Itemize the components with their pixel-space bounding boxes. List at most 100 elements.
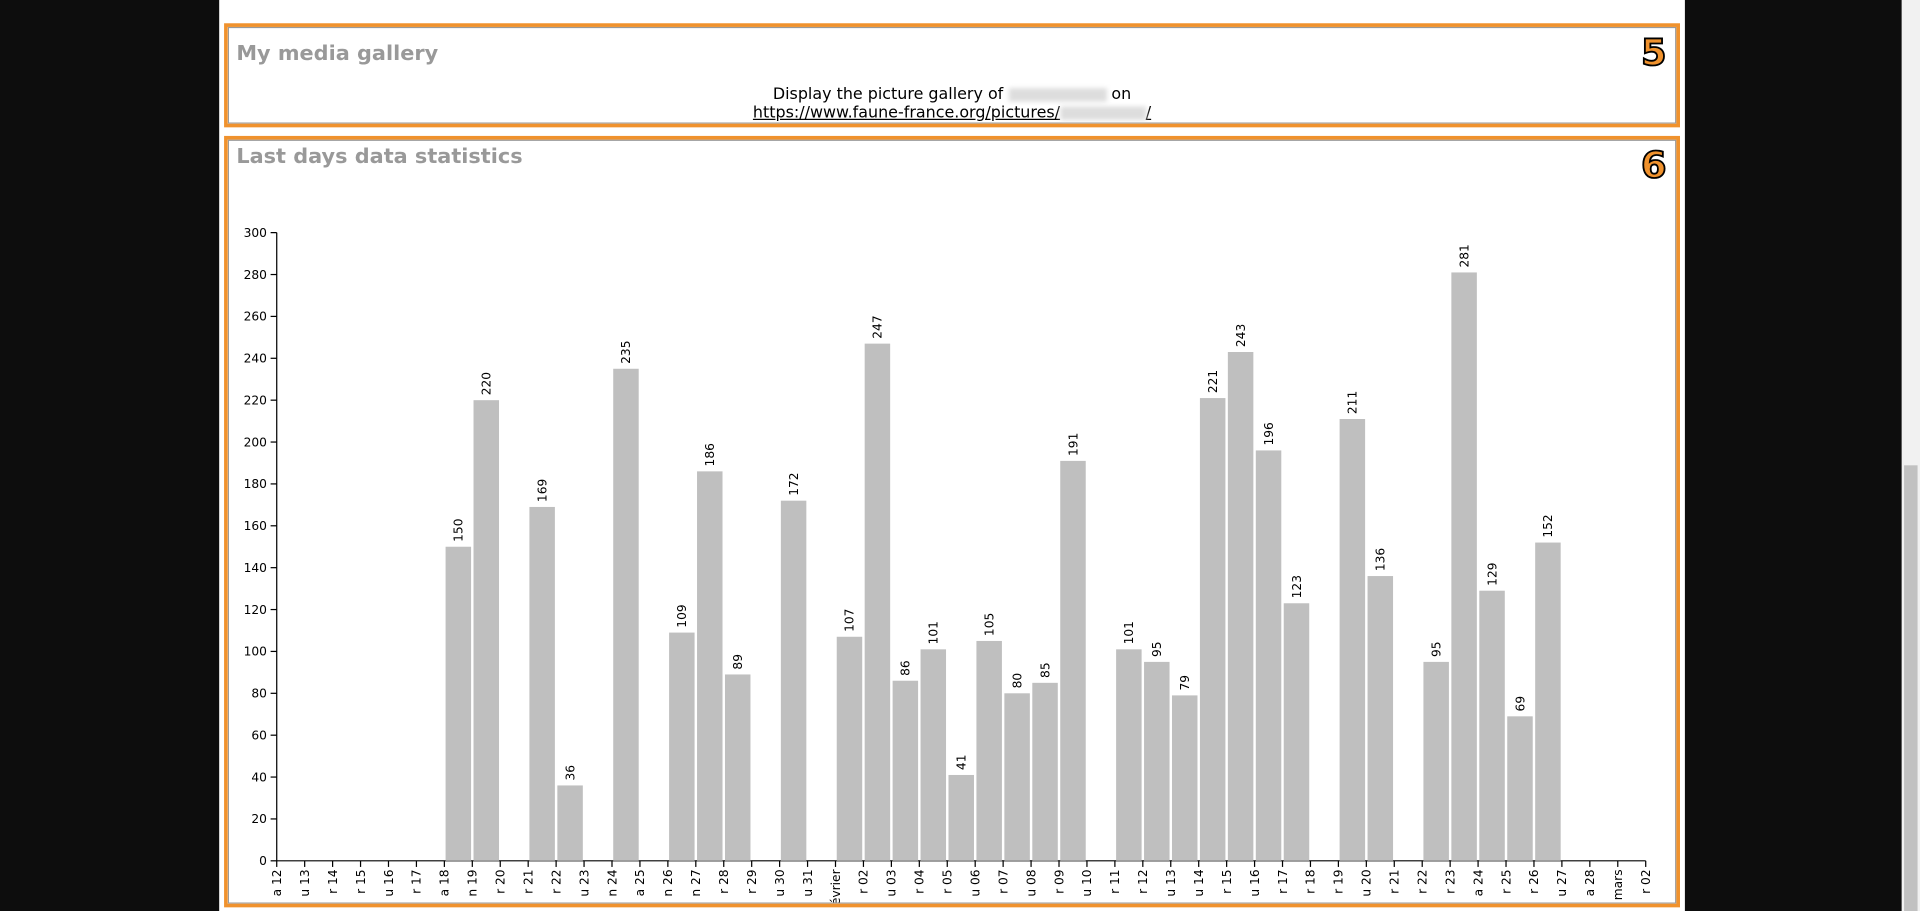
x-tick-label: u 13 xyxy=(1164,869,1178,896)
bar xyxy=(557,785,583,861)
value-label: 220 xyxy=(480,372,494,395)
x-tick-label: r 15 xyxy=(1220,869,1234,893)
gallery-link[interactable]: https://www.faune-france.org/pictures/ / xyxy=(753,104,1151,122)
x-tick-label: r 21 xyxy=(521,869,535,893)
bar xyxy=(1004,693,1030,861)
y-tick-label: 120 xyxy=(244,603,267,617)
value-label: 169 xyxy=(535,479,549,502)
bar xyxy=(1535,542,1561,861)
bar xyxy=(473,400,500,861)
x-tick-label: r 04 xyxy=(913,869,927,894)
bar xyxy=(1451,272,1477,861)
value-label: 105 xyxy=(982,613,996,636)
y-tick-label: 300 xyxy=(244,226,267,240)
x-tick-label: u 13 xyxy=(298,869,312,896)
x-tick-label: r 17 xyxy=(1276,869,1290,893)
bar xyxy=(697,471,723,861)
panel-badge: 5 xyxy=(1640,31,1667,76)
link-suffix[interactable]: / xyxy=(1145,104,1152,123)
x-tick-label: u 31 xyxy=(801,869,815,896)
x-tick-label: r 11 xyxy=(1108,869,1122,894)
value-label: 80 xyxy=(1010,673,1024,689)
value-label: 123 xyxy=(1290,575,1304,598)
x-tick-label: r 17 xyxy=(410,869,424,893)
x-tick-label: r 25 xyxy=(1499,869,1513,893)
bar xyxy=(1032,682,1058,861)
y-tick-label: 20 xyxy=(251,812,267,826)
x-tick-label: u 08 xyxy=(1024,869,1038,896)
gallery-text-before: Display the picture gallery of xyxy=(772,85,1004,105)
y-tick-label: 160 xyxy=(244,519,267,533)
bar xyxy=(1116,649,1142,861)
value-label: 281 xyxy=(1457,244,1471,267)
y-tick-label: 80 xyxy=(251,687,267,701)
bar xyxy=(445,546,472,861)
bar xyxy=(1423,661,1449,861)
value-label: 196 xyxy=(1262,422,1276,446)
y-tick-label: 180 xyxy=(244,477,267,491)
x-tick-label: r 14 xyxy=(326,869,340,894)
x-tick-label: r 15 xyxy=(354,869,368,893)
x-tick-label: u 16 xyxy=(1248,869,1262,896)
y-tick-label: 200 xyxy=(244,435,267,449)
bar xyxy=(1283,603,1310,861)
bar xyxy=(1367,576,1394,861)
x-tick-label: r 05 xyxy=(941,869,955,894)
value-label: 69 xyxy=(1513,696,1527,712)
bar xyxy=(864,343,891,861)
x-tick-label: r 29 xyxy=(745,869,759,894)
bar xyxy=(836,636,863,861)
y-tick-label: 240 xyxy=(244,352,267,366)
bar xyxy=(976,640,1002,861)
x-tick-label: r 21 xyxy=(1388,869,1402,894)
x-tick-label: u 30 xyxy=(773,869,787,896)
media-gallery-panel: My media gallery 5 Display the picture g… xyxy=(224,23,1681,128)
x-tick-label: r 12 xyxy=(1136,869,1150,893)
value-label: 95 xyxy=(1429,641,1443,657)
x-tick-label: n 27 xyxy=(689,869,703,896)
x-tick-label: r 02 xyxy=(1639,869,1653,893)
bar xyxy=(1507,716,1533,861)
x-tick-label: a 28 xyxy=(1583,869,1597,896)
link-prefix[interactable]: https://www.faune-france.org/pictures/ xyxy=(752,104,1061,123)
x-tick-label: u 10 xyxy=(1080,869,1094,896)
scrollbar-thumb[interactable] xyxy=(1904,465,1918,911)
value-label: 86 xyxy=(899,660,913,676)
panel-title: My media gallery xyxy=(236,41,439,67)
x-tick-label: r 22 xyxy=(1415,869,1429,893)
x-tick-label: u 06 xyxy=(968,869,982,896)
y-tick-label: 280 xyxy=(244,268,267,282)
x-tick-label: n 24 xyxy=(605,869,619,896)
bar xyxy=(780,500,807,861)
gallery-text: Display the picture gallery of on https:… xyxy=(228,86,1677,123)
bar xyxy=(1255,450,1282,861)
value-label: 136 xyxy=(1374,548,1388,572)
bar xyxy=(529,506,555,861)
x-tick-label: r 26 xyxy=(1527,869,1541,894)
panel-badge: 6 xyxy=(1640,144,1667,189)
value-label: 107 xyxy=(843,609,857,632)
value-label: 41 xyxy=(955,754,969,770)
y-tick-label: 40 xyxy=(251,770,267,784)
value-label: 85 xyxy=(1038,662,1052,678)
value-label: 36 xyxy=(563,765,577,781)
x-tick-label: r 19 xyxy=(1332,869,1346,893)
bar xyxy=(948,774,974,861)
bar xyxy=(1227,352,1254,861)
x-tick-label: a 25 xyxy=(633,869,647,896)
x-tick-label: r 22 xyxy=(549,869,563,893)
y-tick-label: 0 xyxy=(259,854,267,868)
x-tick-label: r 18 xyxy=(1304,869,1318,893)
value-label: 243 xyxy=(1234,324,1248,347)
y-tick-label: 220 xyxy=(244,393,267,407)
value-label: 109 xyxy=(675,604,689,627)
x-tick-label: r 02 xyxy=(857,869,871,894)
x-tick-label: u 03 xyxy=(885,869,899,896)
y-tick-label: 60 xyxy=(251,728,267,742)
blurred-name xyxy=(1008,88,1107,102)
x-tick-label: r 07 xyxy=(996,869,1010,893)
x-tick-label: u 20 xyxy=(1360,869,1374,896)
value-label: 211 xyxy=(1346,391,1360,414)
x-tick-label: mars xyxy=(1611,869,1625,900)
